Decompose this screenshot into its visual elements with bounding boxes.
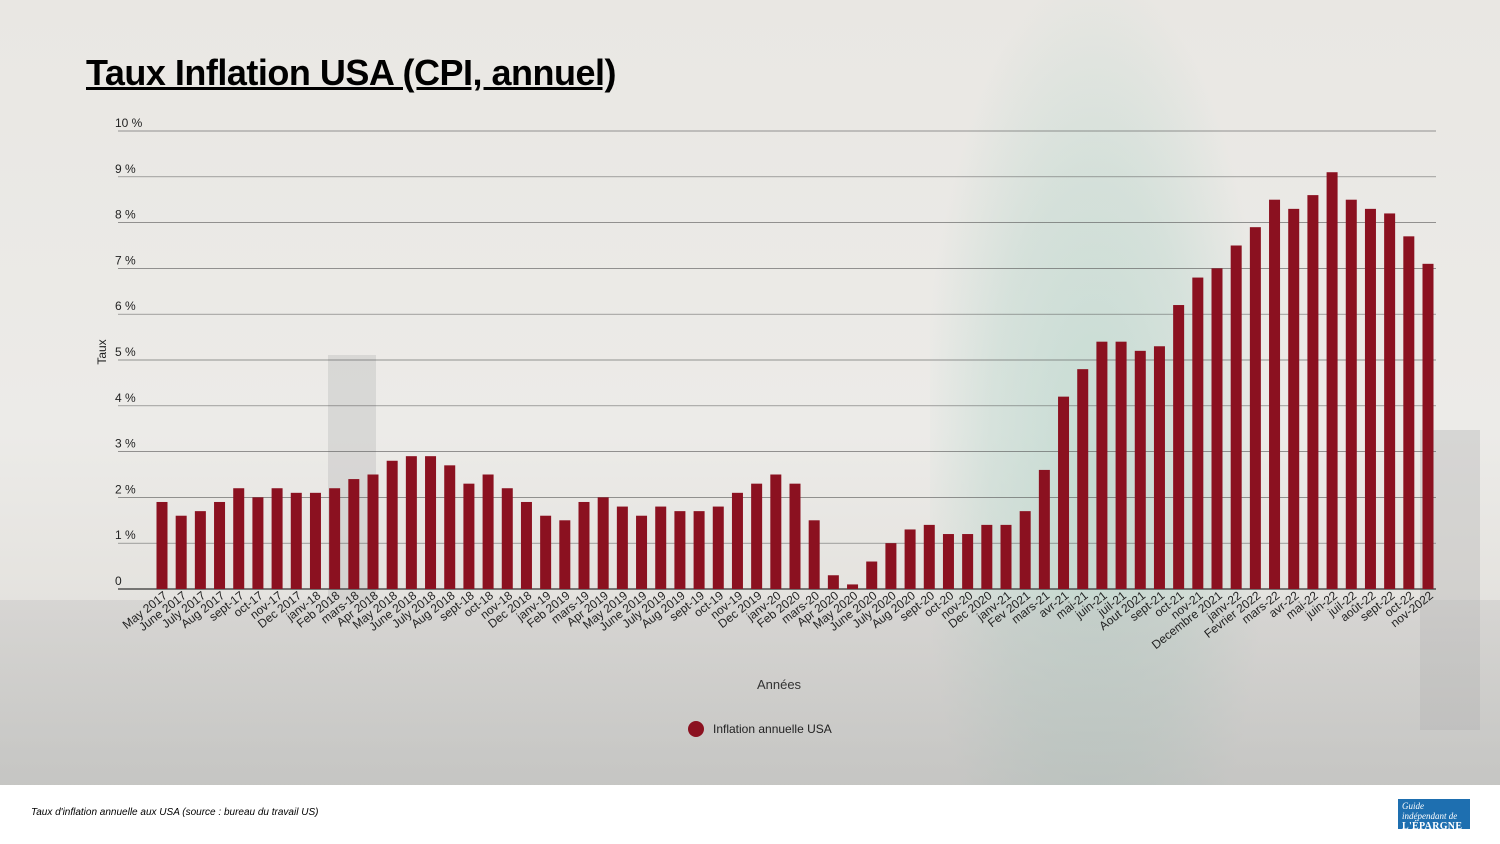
bar [194,511,206,589]
bar [981,524,993,589]
bar [1364,208,1376,590]
bar [1192,277,1204,589]
y-tick-label: 5 % [115,345,136,359]
bar [923,524,935,589]
bar [616,506,628,589]
chart-title: Taux Inflation USA (CPI, annuel) [86,52,617,93]
x-axis-label: Années [757,677,802,692]
bar [1134,350,1146,589]
bar [1269,199,1281,589]
bar [578,501,590,589]
bar [1153,346,1165,589]
bar [827,575,839,589]
bar [233,488,245,589]
bar [252,497,264,589]
bar [1403,236,1415,589]
bar [425,456,437,589]
bar [520,501,532,589]
bar [808,520,820,589]
bar [348,479,360,589]
y-axis-ticks: 0 1 % 2 % 3 % 4 % 5 % 6 % 7 % 8 % 9 % 10 % [115,116,143,588]
bar [866,561,878,589]
bar [309,492,321,589]
bar [156,501,168,589]
bar [847,584,859,589]
bar [405,456,417,589]
y-tick-label: 7 % [115,253,136,267]
bar [1345,199,1357,589]
legend: Inflation annuelle USA [688,721,832,737]
y-tick-label: 1 % [115,528,136,542]
bar [597,497,609,589]
logo-line2: L'ÉPARGNE [1402,821,1463,832]
bars [156,172,1434,590]
bar [751,483,763,589]
bar [271,488,283,589]
bar [1115,341,1127,589]
bar [885,543,897,589]
bar [1211,268,1223,589]
bar [444,465,456,589]
y-tick-label: 8 % [115,208,136,222]
bar [770,474,782,589]
bar [1384,213,1396,589]
bar [1307,195,1319,589]
bar [1077,369,1089,589]
bar [1173,305,1185,589]
bar [693,511,705,589]
y-tick-label: 2 % [115,482,136,496]
bar [482,474,494,589]
bar [1288,208,1300,590]
bar [214,501,226,589]
bar [1096,341,1108,589]
logo-line1: Guide indépendant de [1402,801,1458,821]
bar [962,534,974,589]
city-skyline [0,600,1500,785]
bar [540,515,552,589]
bar [1230,245,1242,589]
bar [501,488,513,589]
bar [1000,524,1012,589]
bar [559,520,571,589]
bar [386,460,398,589]
bar [655,506,667,589]
y-tick-label: 0 [115,574,122,588]
bar [1326,172,1338,589]
y-tick-label: 10 % [115,116,143,130]
bar [290,492,302,589]
bar [175,515,187,589]
bar [1019,511,1031,589]
legend-swatch [688,721,704,737]
publisher-logo: Guide indépendant de L'ÉPARGNE [1398,799,1470,832]
bar [1422,263,1434,589]
bar [674,511,686,589]
bar [942,534,954,589]
bar [731,492,743,589]
y-tick-label: 4 % [115,391,136,405]
y-axis-label: Taux [95,339,109,364]
y-tick-label: 9 % [115,162,136,176]
bar [1038,469,1050,589]
bar [789,483,801,589]
y-tick-label: 6 % [115,299,136,313]
figure-caption: Taux d'inflation annuelle aux USA (sourc… [31,807,319,818]
y-tick-label: 3 % [115,437,136,451]
bar [636,515,648,589]
bar [1249,227,1261,589]
bar [329,488,341,589]
bar [1058,396,1070,589]
bar [367,474,379,589]
legend-label: Inflation annuelle USA [713,722,832,736]
bar [712,506,724,589]
bar [904,529,916,589]
bar [463,483,475,589]
